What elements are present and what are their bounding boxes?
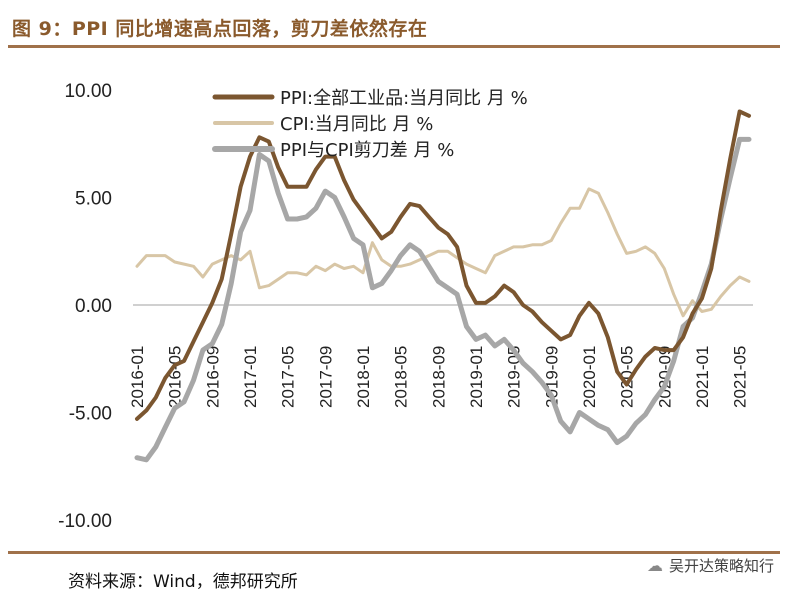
y-axis-ticks: 10.00 5.00 0.00 -5.00 -10.00	[58, 81, 112, 532]
watermark-text: 吴开达策略知行	[668, 557, 774, 575]
x-tick-label: 2017-05	[279, 346, 298, 408]
chart-title: 图 9：PPI 同比增速高点回落，剪刀差依然存在	[12, 18, 428, 40]
x-tick-label: 2020-01	[580, 346, 599, 408]
y-tick-label: 0.00	[75, 296, 112, 317]
legend-label-2: PPI与CPI剪刀差 月 %	[280, 140, 454, 161]
x-tick-label: 2016-01	[128, 346, 147, 408]
top-divider	[8, 45, 780, 48]
x-tick-label: 2018-09	[429, 346, 448, 408]
legend: PPI:全部工业品:当月同比 月 % CPI:当月同比 月 % PPI与CPI剪刀差…	[212, 88, 528, 161]
y-tick-label: -10.00	[58, 511, 112, 532]
series-line-2	[134, 136, 752, 463]
x-tick-label: 2017-09	[316, 346, 335, 408]
x-tick-label: 2018-01	[354, 346, 373, 408]
legend-label-1: CPI:当月同比 月 %	[280, 114, 433, 135]
series-line-0	[135, 109, 751, 421]
y-tick-label: 5.00	[75, 189, 112, 210]
series-lines	[134, 109, 752, 463]
x-tick-label: 2020-05	[618, 346, 637, 408]
x-tick-label: 2016-09	[203, 346, 222, 408]
legend-label-0: PPI:全部工业品:当月同比 月 %	[280, 88, 528, 109]
y-tick-label: -5.00	[69, 404, 112, 425]
y-tick-label: 10.00	[64, 81, 112, 102]
bottom-divider	[8, 551, 780, 554]
watermark: ☁ 吴开达策略知行	[647, 555, 774, 576]
x-tick-label: 2019-01	[467, 346, 486, 408]
x-axis-ticks: 2016-01 2016-05 2016-09 2017-01 2017-05 2017-…	[128, 346, 750, 408]
x-tick-label: 2021-01	[693, 346, 712, 408]
x-tick-label: 2021-05	[731, 346, 750, 408]
x-tick-label: 2018-05	[392, 346, 411, 408]
series-line-1	[135, 187, 751, 318]
x-tick-label: 2017-01	[241, 346, 260, 408]
wechat-icon: ☁	[646, 556, 663, 575]
source-note: 资料来源：Wind，德邦研究所	[68, 572, 298, 592]
